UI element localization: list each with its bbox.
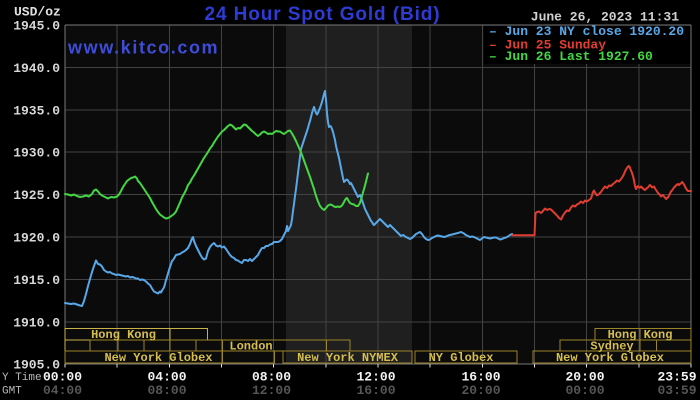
svg-text:www.kitco.com: www.kitco.com (67, 38, 219, 58)
svg-text:London: London (229, 340, 272, 354)
svg-text:New York Globex: New York Globex (104, 351, 212, 365)
svg-text:1920.0: 1920.0 (13, 231, 60, 246)
svg-text:June 26, 2023 11:31: June 26, 2023 11:31 (531, 10, 679, 25)
svg-text:08:00: 08:00 (252, 370, 291, 385)
svg-text:USD/oz: USD/oz (14, 5, 61, 20)
svg-text:– Jun 25 Sunday: – Jun 25 Sunday (489, 37, 606, 52)
svg-text:1925.0: 1925.0 (13, 188, 60, 203)
svg-text:– Jun 26 Last 1927.60: – Jun 26 Last 1927.60 (489, 49, 653, 64)
svg-text:16:00: 16:00 (356, 383, 395, 398)
svg-text:00:00: 00:00 (565, 383, 604, 398)
svg-text:03:59: 03:59 (657, 383, 696, 398)
svg-text:GMT: GMT (2, 386, 22, 398)
svg-text:Sydney: Sydney (590, 340, 633, 354)
svg-text:Hong Kong: Hong Kong (608, 328, 673, 342)
svg-text:Y Time: Y Time (2, 372, 42, 384)
svg-text:1930.0: 1930.0 (13, 146, 60, 161)
svg-text:New York Globex: New York Globex (556, 351, 664, 365)
svg-text:NY Globex: NY Globex (429, 351, 494, 365)
svg-text:New York NYMEX: New York NYMEX (297, 351, 399, 365)
svg-text:24 Hour Spot Gold (Bid): 24 Hour Spot Gold (Bid) (204, 4, 440, 25)
svg-text:08:00: 08:00 (147, 383, 186, 398)
svg-text:1910.0: 1910.0 (13, 315, 60, 330)
svg-text:1905.0: 1905.0 (13, 358, 60, 373)
svg-text:16:00: 16:00 (461, 370, 500, 385)
svg-text:1915.0: 1915.0 (13, 273, 60, 288)
svg-text:12:00: 12:00 (356, 370, 395, 385)
svg-text:– Jun 23 NY close 1920.20: – Jun 23 NY close 1920.20 (489, 24, 684, 39)
svg-text:1945.0: 1945.0 (13, 19, 60, 34)
svg-text:12:00: 12:00 (252, 383, 291, 398)
svg-text:1935.0: 1935.0 (13, 103, 60, 118)
svg-text:20:00: 20:00 (461, 383, 500, 398)
svg-text:04:00: 04:00 (147, 370, 186, 385)
svg-text:1940.0: 1940.0 (13, 61, 60, 76)
svg-text:20:00: 20:00 (565, 370, 604, 385)
svg-text:23:59: 23:59 (657, 370, 696, 385)
svg-text:Hong Kong: Hong Kong (91, 328, 156, 342)
svg-text:04:00: 04:00 (43, 383, 82, 398)
svg-text:00:00: 00:00 (43, 370, 82, 385)
